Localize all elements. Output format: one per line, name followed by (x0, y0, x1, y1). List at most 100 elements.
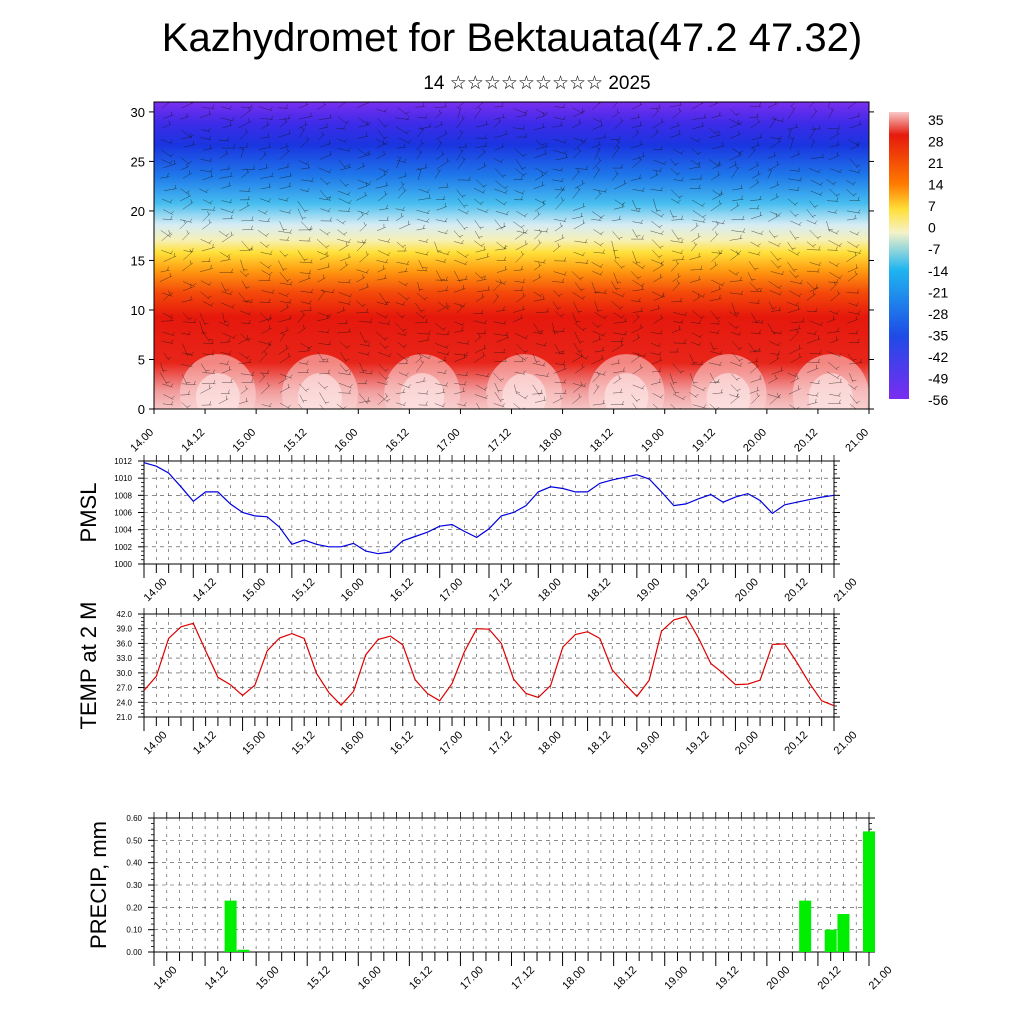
precip-panel-time-label: 15.00 (254, 964, 282, 992)
heat-time-label: 17.00 (435, 427, 463, 455)
pmsl-panel-time-label: 19.12 (684, 576, 712, 604)
pmsl-panel-time-label: 14.12 (191, 576, 219, 604)
pmsl-panel-time-label: 18.00 (536, 576, 564, 604)
warm-cell-core (195, 373, 240, 409)
colorbar-label: 14 (928, 177, 944, 193)
precip-panel-time-label: 16.00 (356, 964, 384, 992)
colorbar-label: -21 (928, 284, 948, 300)
precip-panel-time-label: 20.00 (764, 964, 792, 992)
colorbar-label: -56 (928, 392, 948, 408)
pmsl-panel-time-label: 16.00 (339, 576, 367, 604)
warm-cell-core (502, 373, 547, 409)
pmsl-panel-time-label: 14.00 (142, 576, 170, 604)
colorbar-label: -28 (928, 306, 948, 322)
heat-time-label: 20.00 (741, 427, 769, 455)
temp-panel-time-label: 17.00 (437, 729, 465, 757)
height-tick-label: 15 (131, 253, 145, 268)
temp-panel-series-line (143, 615, 835, 707)
heat-time-label: 20.12 (792, 427, 820, 455)
colorbar-label: 21 (928, 155, 944, 171)
temp-panel-time-label: 20.00 (733, 729, 761, 757)
temp-panel-axis-title: TEMP at 2 M (76, 602, 101, 730)
heat-time-label: 15.00 (230, 427, 258, 455)
temp-panel-time-label: 21.00 (832, 729, 860, 757)
temp-panel-ytick-label: 36.0 (116, 639, 132, 648)
precip-panel-bar (224, 900, 237, 952)
precip-panel-bar (837, 914, 850, 952)
height-tick-label: 20 (131, 204, 145, 219)
precip-panel-time-label: 14.00 (152, 964, 180, 992)
temp-panel-time-label: 15.12 (289, 729, 317, 757)
precip-panel-time-label: 17.00 (458, 964, 486, 992)
heat-time-label: 21.00 (843, 427, 871, 455)
wind-barbs (159, 102, 863, 409)
warm-cell-core (297, 373, 342, 409)
chart-title: Kazhydromet for Bektauata(47.2 47.32) (161, 16, 863, 60)
precip-panel-time-label: 20.12 (816, 964, 844, 992)
warm-cell-core (706, 373, 751, 409)
temp-panel: 21.0 24.0 27.0 30.0 33.0 36.0 39.0 42.0 14.00 14.… (76, 602, 860, 758)
temp-panel-time-label: 14.00 (142, 729, 170, 757)
warm-cell-core (400, 373, 445, 409)
precip-panel-ytick-label: 0.20 (126, 903, 142, 912)
precip-panel-time-label: 19.00 (662, 964, 690, 992)
pmsl-panel-ytick-label: 1008 (114, 491, 132, 500)
colorbar-labels: 35 28 21 14 7 0 -7 -14 -21 -28 -35 -42 -49 -56 (928, 112, 948, 408)
precip-panel-ytick-label: 0.60 (126, 814, 142, 823)
height-tick-label: 25 (131, 154, 145, 169)
heat-time-axis: 14.00 14.12 15.00 15.12 16.00 16.12 17.00 17.12… (128, 409, 871, 454)
precip-panel-time-label: 16.12 (407, 964, 435, 992)
heat-time-label: 15.12 (281, 427, 309, 455)
temp-panel-ytick-label: 30.0 (116, 669, 132, 678)
precip-panel: 0.00 0.10 0.20 0.30 0.40 0.50 0.60 14.00 14.12 15… (86, 812, 895, 992)
precip-panel-time-label: 18.00 (560, 964, 588, 992)
pmsl-panel-time-label: 16.12 (388, 576, 416, 604)
temp-panel-time-label: 16.00 (339, 729, 367, 757)
height-tick-label: 30 (131, 105, 145, 120)
pmsl-panel-time-label: 18.12 (585, 576, 613, 604)
pmsl-panel-time-label: 21.00 (832, 576, 860, 604)
precip-panel-bar (237, 949, 250, 952)
temp-panel-time-label: 18.00 (536, 729, 564, 757)
temp-panel-time-label: 17.12 (487, 729, 515, 757)
temp-panel-ytick-label: 27.0 (116, 684, 132, 693)
heat-time-label: 18.12 (588, 427, 616, 455)
height-tick-label: 10 (131, 303, 145, 318)
precip-panel-axis-title: PRECIP, mm (86, 821, 111, 949)
pmsl-panel-time-label: 19.00 (634, 576, 662, 604)
precip-panel-time-label: 19.12 (713, 964, 741, 992)
precip-panel-time-label: 21.00 (867, 964, 895, 992)
precip-panel-time-label: 18.12 (611, 964, 639, 992)
pmsl-panel-time-label: 20.00 (733, 576, 761, 604)
pmsl-panel: 1000 1002 1004 1006 1008 1010 1012 14.00 14.12 15… (76, 455, 860, 604)
temp-panel-ytick-label: 21.0 (116, 713, 132, 722)
colorbar-label: 0 (928, 220, 936, 236)
temperature-section-panel: 0 5 10 15 20 25 30 14.00 14.12 15.00 15.12 16.00 16… (128, 101, 874, 454)
pmsl-panel-time-label: 17.00 (437, 576, 465, 604)
heat-time-label: 19.12 (690, 427, 718, 455)
pmsl-panel-ytick-label: 1004 (114, 526, 132, 535)
pmsl-panel-series-line (143, 462, 835, 555)
precip-panel-time-label: 14.12 (203, 964, 231, 992)
colorbar-label: -7 (928, 241, 941, 257)
temp-panel-time-label: 16.12 (388, 729, 416, 757)
precip-panel-ytick-label: 0.30 (126, 881, 142, 890)
colorbar-label: 7 (928, 198, 936, 214)
colorbar-label: -35 (928, 327, 948, 343)
pmsl-panel-axis-title: PMSL (76, 483, 101, 543)
heat-time-label: 14.00 (128, 427, 156, 455)
pmsl-panel-ytick-label: 1002 (114, 543, 132, 552)
height-tick-label: 0 (138, 402, 145, 417)
wind-barb-lines (159, 102, 863, 409)
heat-time-label: 14.12 (179, 427, 207, 455)
temp-panel-ytick-label: 42.0 (116, 610, 132, 619)
colorbar-label: -49 (928, 370, 948, 386)
temp-panel-ytick-label: 24.0 (116, 698, 132, 707)
precip-panel-time-label: 17.12 (509, 964, 537, 992)
precip-panel-bar (824, 929, 837, 952)
colorbar-label: -42 (928, 349, 948, 365)
temp-panel-time-label: 20.12 (782, 729, 810, 757)
pmsl-panel-time-label: 20.12 (782, 576, 810, 604)
temp-panel-time-label: 19.00 (634, 729, 662, 757)
